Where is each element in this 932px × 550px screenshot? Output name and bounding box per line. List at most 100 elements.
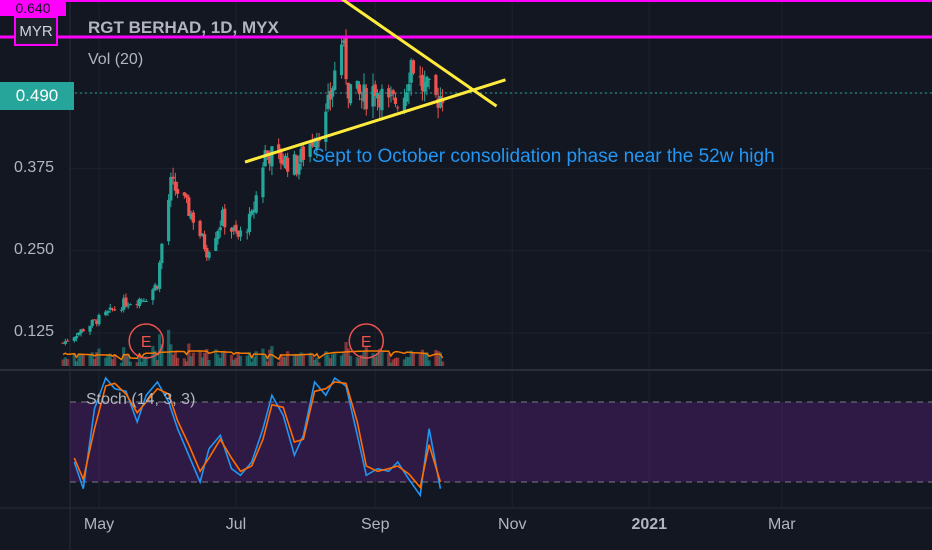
candle-body: [407, 84, 411, 92]
volume-bar: [405, 356, 409, 366]
earnings-marker-circle: [128, 323, 164, 359]
volume-bar: [324, 351, 328, 366]
candle-body: [238, 230, 243, 237]
candle-body: [425, 76, 429, 87]
time-tick-label: Nov: [498, 516, 527, 533]
volume-bar: [407, 357, 411, 366]
volume-bar: [270, 345, 274, 366]
candle-body: [324, 111, 328, 142]
volume-bar: [92, 358, 97, 366]
volume-bar: [153, 350, 157, 366]
volume-bar: [292, 354, 296, 366]
candle-body: [405, 92, 409, 102]
volume-bar: [144, 356, 148, 366]
stoch-d-line: [73, 381, 442, 490]
volume-bar: [425, 352, 429, 366]
volume-bar: [97, 348, 101, 366]
candle-body: [97, 314, 101, 325]
candle-body: [409, 60, 413, 83]
candle-body: [344, 37, 348, 80]
volume-bar: [436, 351, 440, 366]
candle-body: [236, 231, 240, 237]
candle-body: [411, 60, 416, 74]
volume-bar: [333, 353, 337, 366]
volume-bar: [380, 351, 384, 366]
volume-bar: [104, 357, 108, 366]
candle-body: [263, 150, 267, 167]
candle-body: [389, 94, 393, 96]
consolidation-annotation[interactable]: Sept to October consolidation phase near…: [312, 146, 775, 167]
stochastic-indicator-label[interactable]: Stoch (14, 3, 3): [86, 391, 196, 408]
volume-bar: [63, 357, 67, 366]
volume-bar: [122, 347, 126, 366]
volume-bar: [229, 354, 234, 366]
volume-bar: [207, 360, 211, 366]
candle-body: [391, 90, 395, 95]
candle-body: [396, 107, 400, 109]
candle-body: [160, 243, 164, 263]
candle-body: [436, 98, 440, 108]
candle-body: [218, 227, 222, 231]
volume-bar: [373, 356, 377, 366]
price-tick-label: 0.250: [14, 240, 55, 258]
stoch-k-line: [73, 376, 442, 498]
time-tick-label: May: [83, 516, 115, 533]
currency-badge[interactable]: MYR: [14, 16, 58, 46]
volume-bar: [378, 348, 382, 366]
trendline-upper: [340, 0, 498, 108]
volume-bar: [326, 354, 330, 366]
candle-body: [176, 188, 180, 194]
candle-body: [355, 80, 359, 89]
volume-bar: [126, 354, 130, 366]
candle-body: [229, 228, 234, 232]
volume-bar: [254, 351, 258, 366]
volume-bar: [250, 361, 254, 366]
candle-body: [128, 304, 133, 306]
volume-bar: [387, 353, 391, 366]
volume-bar: [245, 355, 249, 366]
candle-body: [418, 76, 422, 78]
candle-body: [88, 325, 92, 332]
candle-body: [380, 88, 384, 111]
volume-bars: [61, 329, 445, 366]
volume-bar: [238, 355, 243, 366]
grid: [70, 0, 932, 508]
candle-body: [254, 195, 258, 213]
candle-body: [90, 319, 94, 326]
volume-bar: [411, 353, 416, 366]
candle-body: [346, 82, 350, 99]
candle-body: [214, 238, 218, 251]
volume-bar: [95, 352, 99, 366]
volume-bar: [113, 354, 117, 366]
trendline-lower: [244, 78, 506, 164]
candle-body: [171, 176, 175, 179]
volume-bar: [202, 352, 207, 366]
candle-body: [420, 74, 425, 91]
candle-body: [126, 305, 130, 307]
volume-bar: [65, 358, 70, 366]
candle-body: [286, 157, 290, 172]
volume-bar: [268, 349, 272, 366]
candle-body: [173, 181, 177, 191]
volume-bar: [77, 353, 81, 366]
volume-bar: [308, 352, 312, 366]
volume-bar: [418, 354, 422, 366]
volume-bar: [423, 353, 427, 366]
candle-body: [333, 70, 337, 90]
time-tick-label: 2021: [631, 516, 668, 533]
volume-bar: [402, 359, 407, 366]
candle-body: [191, 212, 195, 223]
volume-indicator-label[interactable]: Vol (20): [88, 51, 144, 68]
volume-bar: [155, 360, 159, 366]
earnings-marker-label: E: [141, 334, 152, 351]
volume-bar: [348, 355, 353, 366]
earnings-marker-circle: [348, 323, 385, 359]
chart-title[interactable]: RGT BERHAD, 1D, MYX: [88, 18, 279, 37]
candle-body: [364, 88, 368, 110]
volume-bar: [299, 352, 303, 366]
candle-body: [265, 150, 270, 154]
candle-body: [216, 231, 220, 240]
volume-bar: [128, 361, 133, 366]
volume-bar: [173, 351, 177, 366]
